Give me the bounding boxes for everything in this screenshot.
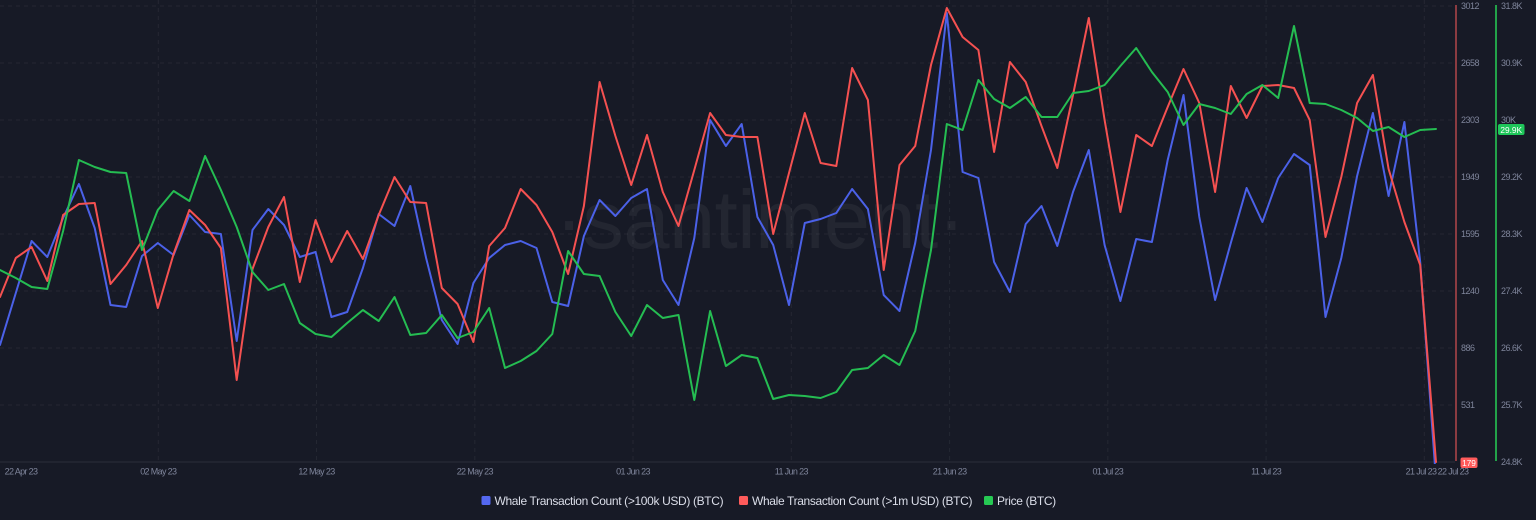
svg-text:11 Jul 23: 11 Jul 23 — [1251, 467, 1282, 477]
svg-text:886: 886 — [1461, 343, 1475, 353]
svg-text:·santiment·: ·santiment· — [555, 173, 965, 266]
svg-text:29.2K: 29.2K — [1501, 172, 1523, 182]
svg-text:25.7K: 25.7K — [1501, 400, 1523, 410]
svg-text:30.9K: 30.9K — [1501, 58, 1523, 68]
svg-text:01 Jul 23: 01 Jul 23 — [1092, 467, 1123, 477]
svg-text:1240: 1240 — [1461, 286, 1480, 296]
svg-text:28.3K: 28.3K — [1501, 229, 1523, 239]
svg-text:2658: 2658 — [1461, 58, 1480, 68]
svg-text:27.4K: 27.4K — [1501, 286, 1523, 296]
svg-text:24.8K: 24.8K — [1501, 457, 1523, 467]
svg-text:02 May 23: 02 May 23 — [140, 467, 177, 477]
svg-text:Whale Transaction Count (>100k: Whale Transaction Count (>100k USD) (BTC… — [495, 494, 724, 508]
svg-text:531: 531 — [1461, 400, 1475, 410]
svg-text:179: 179 — [1462, 458, 1476, 468]
svg-text:26.6K: 26.6K — [1501, 343, 1523, 353]
svg-text:11 Jun 23: 11 Jun 23 — [775, 467, 809, 477]
svg-text:1595: 1595 — [1461, 229, 1480, 239]
svg-text:2303: 2303 — [1461, 115, 1480, 125]
svg-text:01 Jun 23: 01 Jun 23 — [616, 467, 650, 477]
svg-text:21 Jul 23: 21 Jul 23 — [1406, 467, 1437, 477]
svg-text:Price (BTC): Price (BTC) — [997, 494, 1056, 508]
svg-text:1949: 1949 — [1461, 172, 1480, 182]
svg-text:29.9K: 29.9K — [1500, 125, 1522, 135]
svg-text:22 May 23: 22 May 23 — [457, 467, 494, 477]
svg-text:Whale Transaction Count (>1m U: Whale Transaction Count (>1m USD) (BTC) — [752, 494, 972, 508]
svg-text:30K: 30K — [1501, 115, 1516, 125]
svg-text:31.8K: 31.8K — [1501, 1, 1523, 11]
svg-text:22 Apr 23: 22 Apr 23 — [5, 467, 38, 477]
svg-text:3012: 3012 — [1461, 1, 1480, 11]
svg-text:12 May 23: 12 May 23 — [298, 467, 335, 477]
svg-text:21 Jun 23: 21 Jun 23 — [933, 467, 967, 477]
svg-text:22 Jul 23: 22 Jul 23 — [1438, 467, 1469, 477]
